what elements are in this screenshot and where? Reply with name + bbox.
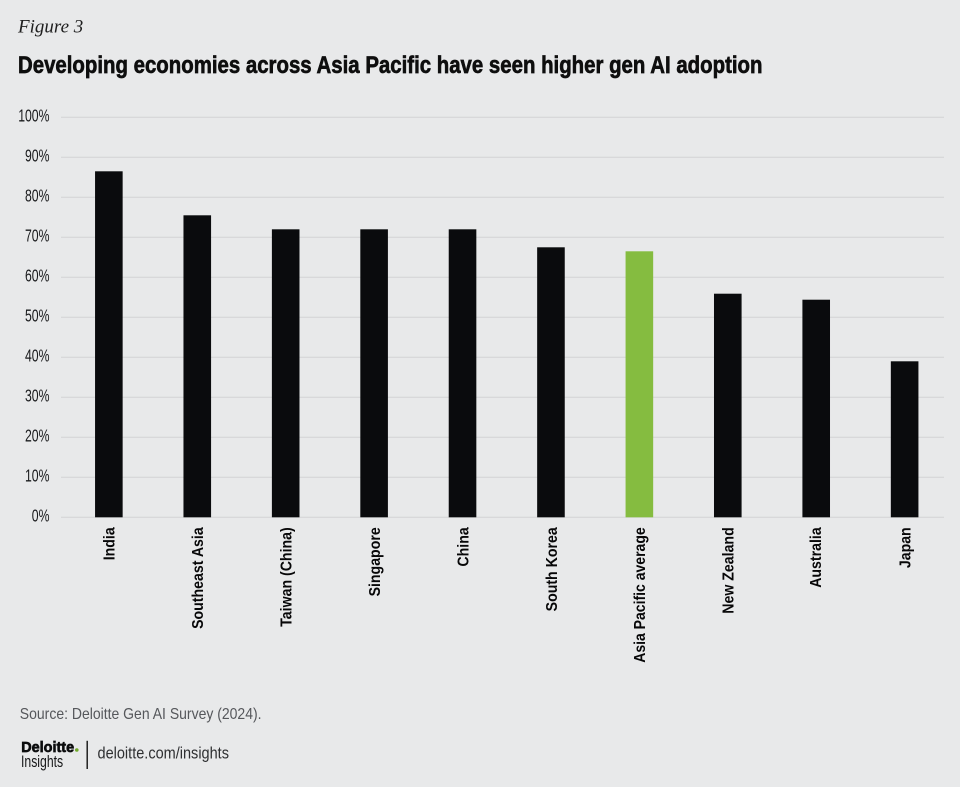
svg-text:90%: 90% [25,146,50,166]
svg-text:50%: 50% [25,306,50,326]
svg-text:Source: Deloitte Gen AI Survey: Source: Deloitte Gen AI Survey (2024). [20,705,262,723]
svg-text:30%: 30% [25,386,50,406]
svg-text:70%: 70% [25,226,50,246]
svg-text:Japan: Japan [897,527,915,568]
svg-text:Figure 3: Figure 3 [17,17,83,38]
svg-text:Developing economies across As: Developing economies across Asia Pacific… [18,51,762,78]
svg-text:100%: 100% [18,106,49,126]
svg-text:20%: 20% [25,426,50,446]
svg-text:Asia Pacific average: Asia Pacific average [631,527,649,662]
svg-text:Insights: Insights [21,753,63,771]
svg-text:Singapore: Singapore [366,527,384,596]
svg-text:New Zealand: New Zealand [720,527,738,613]
svg-text:India: India [101,527,119,561]
svg-text:China: China [455,527,473,567]
svg-text:60%: 60% [25,266,50,286]
svg-text:0%: 0% [32,506,50,526]
svg-text:10%: 10% [25,466,50,486]
svg-text:Taiwan (China): Taiwan (China) [278,527,296,626]
svg-text:Deloitte: Deloitte [21,740,74,756]
svg-text:40%: 40% [25,346,50,366]
svg-text:Southeast Asia: Southeast Asia [189,527,207,629]
svg-text:Australia: Australia [807,527,825,588]
svg-text:deloitte.com/insights: deloitte.com/insights [98,745,230,763]
svg-text:South Korea: South Korea [543,527,561,612]
svg-text:80%: 80% [25,186,50,206]
